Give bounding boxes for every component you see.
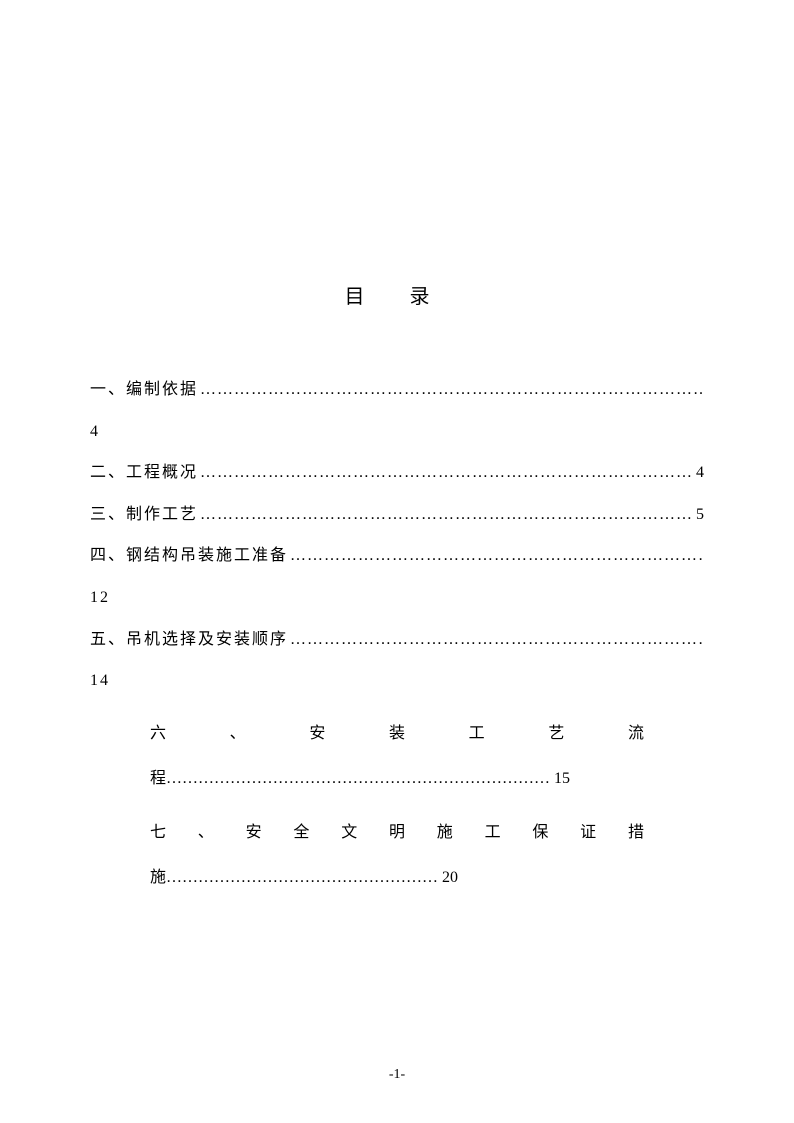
toc-page: 5 xyxy=(696,494,704,536)
toc-entry-7: 七 、 安 全 文 明 施 工 保 证 措 施……………………………………………… xyxy=(150,811,644,901)
toc-dots: …………………………………………………………………………………… xyxy=(200,452,694,494)
toc-label: 一、编制依据 xyxy=(90,369,198,411)
toc-entry-6: 六 、 安 装 工 艺 流 程……………………………………………………………… … xyxy=(150,712,644,802)
toc-label: 五、吊机选择及安装顺序 xyxy=(90,619,288,661)
toc-label: 四、钢结构吊装施工准备 xyxy=(90,535,288,577)
toc-page: 12 xyxy=(90,577,704,619)
page-number: -1- xyxy=(0,1067,794,1083)
toc-dots: …………………………………………… xyxy=(166,869,438,886)
toc-entry-1: 一、编制依据 …………………………………………………………………………………… xyxy=(90,369,704,411)
toc-page: 4 xyxy=(90,411,704,453)
toc-entry-2: 二、工程概况 …………………………………………………………………………………… … xyxy=(90,452,704,494)
toc-label-row2: 施…………………………………………… 20 xyxy=(150,856,644,901)
toc-entry-3: 三、制作工艺 …………………………………………………………………………………… … xyxy=(90,494,704,536)
toc-label: 三、制作工艺 xyxy=(90,494,198,536)
toc-page: 15 xyxy=(554,770,570,787)
toc-dots: …………………………………………………………………………………… xyxy=(200,494,694,536)
toc-label: 二、工程概况 xyxy=(90,452,198,494)
toc-page: 20 xyxy=(442,869,458,886)
toc-dots: …………………………………………………………………………………… xyxy=(200,369,702,411)
toc-dots: …………………………………………………………………………………… xyxy=(290,535,702,577)
toc-prefix: 程 xyxy=(150,770,166,787)
toc-dots: …………………………………………………………………………………… xyxy=(290,619,702,661)
toc-label-row1: 六 、 安 装 工 艺 流 xyxy=(150,712,644,757)
toc-dots: ……………………………………………………………… xyxy=(166,770,550,787)
toc-label-row1: 七 、 安 全 文 明 施 工 保 证 措 xyxy=(150,811,644,856)
toc-page: 14 xyxy=(90,660,704,702)
toc-prefix: 施 xyxy=(150,869,166,886)
toc-page: 4 xyxy=(696,452,704,494)
table-of-contents: 一、编制依据 …………………………………………………………………………………… … xyxy=(90,369,704,901)
toc-entry-5: 五、吊机选择及安装顺序 …………………………………………………………………………… xyxy=(90,619,704,661)
toc-entry-4: 四、钢结构吊装施工准备 …………………………………………………………………………… xyxy=(90,535,704,577)
toc-label-row2: 程……………………………………………………………… 15 xyxy=(150,757,644,802)
page-title: 目 录 xyxy=(90,280,704,309)
